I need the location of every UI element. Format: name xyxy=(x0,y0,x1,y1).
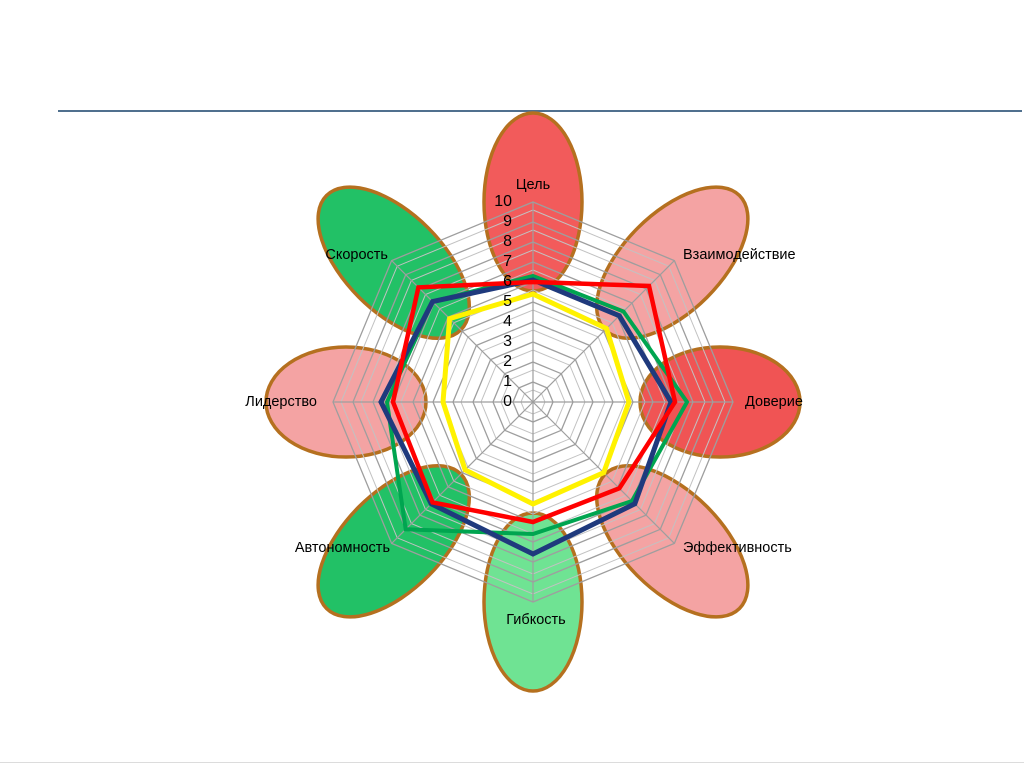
tick-label-2: 2 xyxy=(503,353,512,370)
top-rule xyxy=(58,110,1022,112)
axis-label-2: Доверие xyxy=(745,394,803,410)
slide-bottom-edge xyxy=(0,762,1024,763)
axis-label-0: Цель xyxy=(515,177,551,193)
axis-label-3: Эффективность xyxy=(683,540,792,556)
axis-label-6: Лидерство xyxy=(245,394,317,410)
axis-label-4: Гибкость xyxy=(506,612,566,628)
footer: 9 атомэнергомаш ГРУППА КОМПАНИЙ РОСАТОМА… xyxy=(0,698,1024,767)
tick-label-4: 4 xyxy=(503,313,512,330)
axis-label-1: Взаимодействие xyxy=(683,247,796,263)
grid-spoke xyxy=(391,260,534,403)
tick-label-1: 1 xyxy=(503,373,512,390)
axis-label-7: Скорость xyxy=(325,247,388,263)
series-red xyxy=(390,279,678,525)
series-yellow xyxy=(440,291,632,507)
tick-label-5: 5 xyxy=(503,293,512,310)
tick-label-3: 3 xyxy=(503,333,512,350)
tick-label-0: 0 xyxy=(503,393,512,410)
tick-label-10: 10 xyxy=(494,193,512,210)
axis-label-5: Автономность xyxy=(294,540,390,556)
tick-label-6: 6 xyxy=(503,273,512,290)
series-navy xyxy=(378,277,674,557)
tick-label-8: 8 xyxy=(503,233,512,250)
tick-label-9: 9 xyxy=(503,213,512,230)
tick-label-7: 7 xyxy=(503,253,512,270)
grid-spoke xyxy=(391,401,534,544)
